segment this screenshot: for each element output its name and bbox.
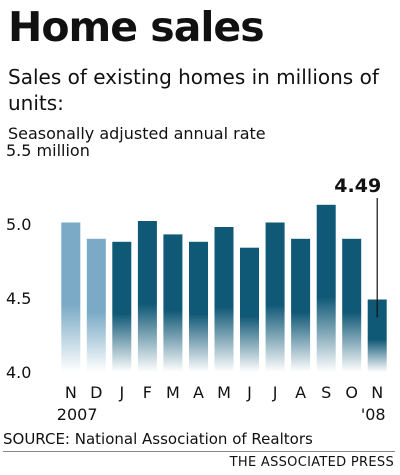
source-note: SOURCE: National Association of Realtors — [3, 430, 313, 448]
bar — [214, 227, 234, 372]
x-tick-label: D — [90, 383, 102, 402]
y-tick-label: 4.5 — [6, 289, 31, 308]
y-tick-label: 5.0 — [6, 215, 31, 234]
x-tick-label: M — [217, 383, 231, 402]
year-label: '08 — [361, 405, 386, 424]
x-tick-label: J — [118, 383, 124, 402]
y-tick-label: 4.0 — [6, 363, 31, 382]
bar — [342, 238, 362, 372]
credit-line: THE ASSOCIATED PRESS — [229, 455, 394, 470]
footer-divider — [3, 451, 395, 452]
bar — [189, 241, 208, 372]
y-tick-label: 5.5 million — [6, 141, 90, 160]
x-tick-label: A — [193, 383, 204, 402]
bar — [316, 204, 336, 372]
x-tick-label: J — [272, 383, 278, 402]
bar — [240, 247, 259, 372]
bar — [61, 222, 81, 372]
callout-label: 4.49 — [334, 175, 381, 197]
bar — [112, 241, 132, 372]
x-tick-label: N — [65, 383, 77, 402]
year-label: 2007 — [57, 405, 98, 424]
bar — [367, 299, 387, 372]
bar — [86, 238, 106, 372]
bar — [291, 238, 311, 372]
bar — [137, 221, 157, 372]
bar — [265, 222, 285, 372]
x-tick-label: O — [345, 383, 358, 402]
x-tick-label: N — [371, 383, 383, 402]
x-tick-label: F — [143, 383, 152, 402]
chart-subtitle: Sales of existing homes in millions of u… — [8, 65, 379, 115]
x-tick-label: J — [246, 383, 252, 402]
x-tick-label: M — [166, 383, 180, 402]
chart-note: Seasonally adjusted annual rate — [8, 124, 266, 143]
chart-title: Home sales — [8, 3, 265, 51]
x-tick-label: A — [295, 383, 306, 402]
x-tick-label: S — [321, 383, 331, 402]
bar — [163, 234, 183, 372]
